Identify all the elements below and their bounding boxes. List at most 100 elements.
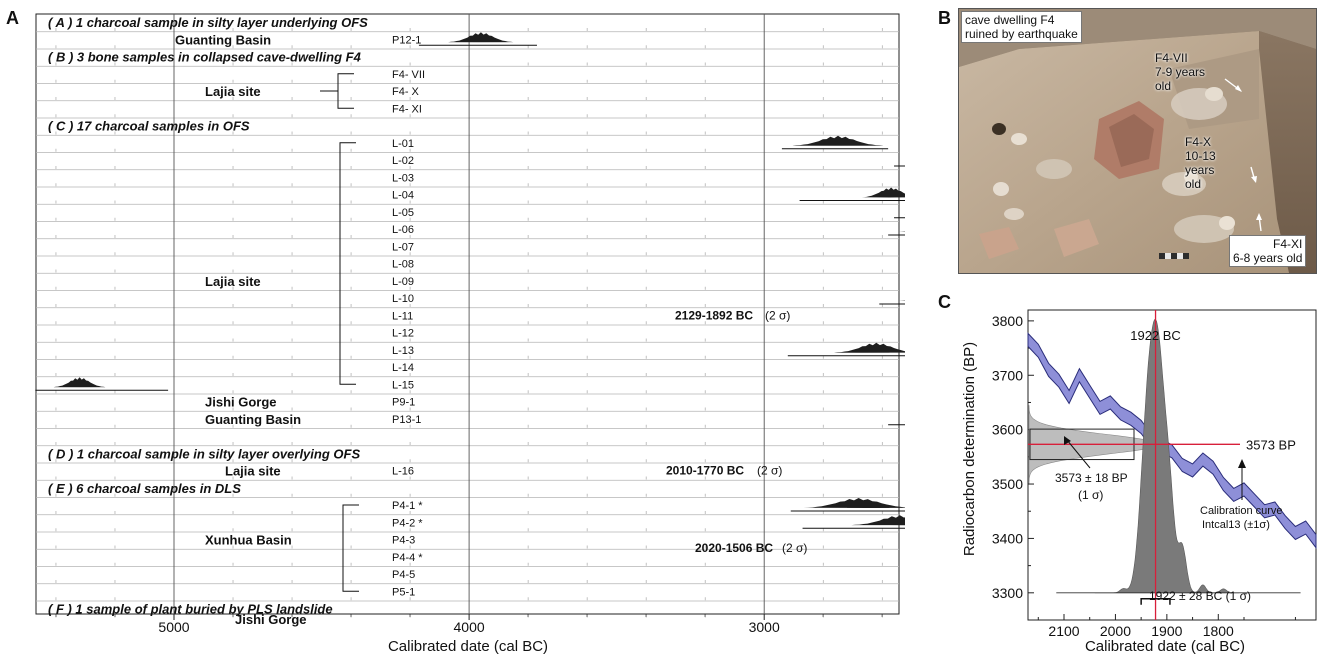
panel-a-rows: P12-1 F4- VII F4- X F4- XI L-01 L-02 L-03 L-04 L… bbox=[35, 32, 905, 598]
sample-label: L-06 bbox=[392, 224, 414, 236]
annotation-dls-sigma: (2 σ) bbox=[782, 541, 807, 555]
sample-row-24: P4-3 bbox=[392, 535, 415, 547]
sample-row-23: P4-2 * bbox=[392, 515, 905, 529]
sample-label: L-08 bbox=[392, 259, 414, 271]
line-label-1922: 1922 BC bbox=[1130, 328, 1181, 343]
site-label-lajia2: Lajia site bbox=[205, 274, 261, 289]
panel-c-frame bbox=[1027, 309, 1317, 621]
bp-sigma-label: (1 σ) bbox=[1078, 488, 1103, 502]
sample-row-20: P13-1 bbox=[392, 414, 905, 426]
group-bracket bbox=[342, 504, 359, 592]
sample-label: L-05 bbox=[392, 207, 414, 219]
sample-row-21: L-16 bbox=[392, 466, 414, 478]
ytick-label-3300: 3300 bbox=[992, 585, 1023, 601]
calibration-curve-band bbox=[1027, 332, 1317, 550]
sample-distribution bbox=[904, 214, 905, 215]
panel-a-letter: A bbox=[6, 8, 19, 28]
sample-distribution bbox=[904, 162, 905, 163]
panel-a-xlabel: Calibrated date (cal BC) bbox=[388, 638, 548, 655]
sample-row-1: F4- VII bbox=[392, 69, 425, 81]
annotation-l11: 2129-1892 BC bbox=[675, 308, 753, 322]
sample-label: P4-2 * bbox=[392, 517, 423, 529]
sample-row-18: L-15 bbox=[35, 377, 414, 391]
sample-distribution bbox=[899, 231, 905, 232]
sample-distribution bbox=[53, 377, 106, 388]
calibrated-distribution bbox=[1094, 318, 1239, 594]
sample-row-19: P9-1 bbox=[392, 397, 415, 409]
line-label-3573: 3573 BP bbox=[1246, 437, 1296, 452]
sample-distribution bbox=[851, 515, 905, 526]
sample-distribution bbox=[834, 342, 905, 353]
sample-label: L-10 bbox=[392, 293, 414, 305]
sample-row-10: L-07 bbox=[392, 241, 414, 253]
sample-label: P4-5 bbox=[392, 569, 415, 581]
annotation-l16-sigma: (2 σ) bbox=[757, 464, 782, 478]
sample-label: P5-1 bbox=[392, 586, 415, 598]
sample-label: P4-3 bbox=[392, 535, 415, 547]
bp-arrow-line bbox=[1066, 439, 1091, 469]
sample-label: P13-1 bbox=[392, 414, 421, 426]
panel-a-grid: 50004000300020001000 bbox=[36, 14, 899, 635]
annotation-l16: 2010-1770 BC bbox=[666, 464, 744, 478]
curve-label-2: Intcal13 (±1σ) bbox=[1202, 519, 1270, 531]
label-f4-xi: F4-XI 6-8 years old bbox=[1229, 235, 1307, 267]
label-f4-x: F4-X 10-13 years old bbox=[1185, 135, 1216, 191]
sample-label: L-04 bbox=[392, 190, 414, 202]
sample-label: F4- VII bbox=[392, 69, 425, 81]
sample-row-3: F4- XI bbox=[392, 103, 422, 115]
sample-label: L-07 bbox=[392, 241, 414, 253]
annotation-dls: 2020-1506 BC bbox=[695, 541, 773, 555]
sample-row-5: L-02 bbox=[392, 155, 905, 167]
sample-row-17: L-14 bbox=[392, 362, 414, 374]
sample-distribution bbox=[448, 32, 514, 43]
sample-distribution bbox=[803, 498, 905, 508]
ytick-label-3800: 3800 bbox=[992, 313, 1023, 329]
xtick-label-1800: 1800 bbox=[1203, 623, 1234, 639]
panel-b-photo: cave dwelling F4 ruined by earthquake F4… bbox=[958, 8, 1317, 274]
site-label-guanting1: Guanting Basin bbox=[175, 32, 271, 47]
sample-label: L-02 bbox=[392, 155, 414, 167]
site-label-guanting2: Guanting Basin bbox=[205, 412, 301, 427]
sample-label: L-09 bbox=[392, 276, 414, 288]
section-header-C: ( C ) 17 charcoal samples in OFS bbox=[48, 119, 250, 134]
sample-label: P12-1 bbox=[392, 34, 421, 46]
sample-label: P4-1 * bbox=[392, 500, 423, 512]
sample-row-2: F4- X bbox=[392, 86, 420, 98]
sample-row-14: L-11 bbox=[392, 310, 413, 322]
sample-row-13: L-10 bbox=[392, 293, 905, 305]
sample-row-26: P4-5 bbox=[392, 569, 415, 581]
section-header-A: ( A ) 1 charcoal sample in silty layer u… bbox=[48, 15, 368, 30]
panel-b-letter: B bbox=[938, 8, 951, 28]
sample-distribution bbox=[899, 300, 905, 301]
group-bracket bbox=[337, 73, 354, 109]
curve-arrow-head bbox=[1238, 459, 1246, 468]
sample-label: F4- X bbox=[392, 86, 420, 98]
sample-distribution bbox=[861, 187, 905, 198]
sample-row-22: P4-1 * bbox=[392, 498, 905, 512]
sample-label: L-03 bbox=[392, 172, 414, 184]
site-label-jishi1: Jishi Gorge bbox=[205, 395, 277, 410]
sample-label: F4- XI bbox=[392, 103, 422, 115]
xtick-label-1900: 1900 bbox=[1151, 623, 1182, 639]
section-header-D: ( D ) 1 charcoal sample in silty layer o… bbox=[48, 446, 360, 461]
site-label-lajia1: Lajia site bbox=[205, 84, 261, 99]
skeleton-xi bbox=[1174, 215, 1234, 243]
sample-label: L-16 bbox=[392, 466, 414, 478]
ytick-label-3400: 3400 bbox=[992, 530, 1023, 546]
sample-row-15: L-12 bbox=[392, 328, 414, 340]
curve-label-1: Calibration curve bbox=[1200, 505, 1283, 517]
section-header-B: ( B ) 3 bone samples in collapsed cave-d… bbox=[48, 50, 362, 65]
panel-c-ylabel: Radiocarbon determination (BP) bbox=[961, 342, 978, 556]
label-f4-vii: F4-VII 7-9 years old bbox=[1155, 51, 1206, 93]
sample-row-6: L-03 bbox=[392, 172, 414, 184]
bc-label: 1922 ± 28 BC (1 σ) bbox=[1149, 589, 1251, 603]
bp-distribution bbox=[1028, 405, 1160, 484]
site-label-xunhua: Xunhua Basin bbox=[205, 533, 292, 548]
sample-row-25: P4-4 * bbox=[392, 552, 423, 564]
section-header-E: ( E ) 6 charcoal samples in DLS bbox=[48, 481, 241, 496]
bc-sigma-bracket bbox=[1140, 598, 1171, 605]
sample-row-0: P12-1 bbox=[392, 32, 537, 46]
bp-sigma-box bbox=[1029, 428, 1135, 461]
xtick-label-2100: 2100 bbox=[1048, 623, 1079, 639]
ytick-label-3700: 3700 bbox=[992, 367, 1023, 383]
